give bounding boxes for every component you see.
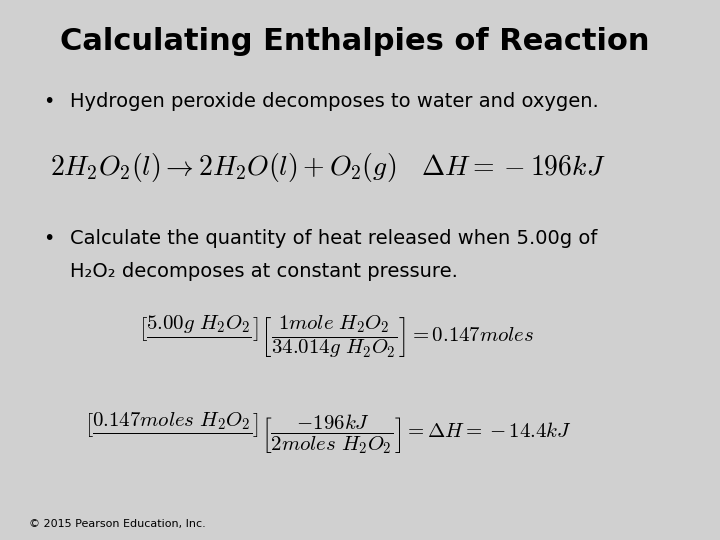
- Text: •: •: [43, 92, 54, 111]
- Text: © 2015 Pearson Education, Inc.: © 2015 Pearson Education, Inc.: [30, 519, 206, 529]
- Text: H₂O₂ decomposes at constant pressure.: H₂O₂ decomposes at constant pressure.: [70, 262, 458, 281]
- Text: •: •: [43, 230, 54, 248]
- Text: Calculating Enthalpies of Reaction: Calculating Enthalpies of Reaction: [60, 27, 650, 56]
- Text: $2H_2O_2(l) \rightarrow 2H_2O(l) + O_2(g) \quad \Delta H = -196kJ$: $2H_2O_2(l) \rightarrow 2H_2O(l) + O_2(g…: [50, 151, 606, 184]
- Text: $\left[\dfrac{5.00g\ H_2O_2}{\ }\right]\left[\dfrac{1mole\ H_2O_2}{34.014g\ H_2O: $\left[\dfrac{5.00g\ H_2O_2}{\ }\right]\…: [138, 313, 534, 360]
- Text: Calculate the quantity of heat released when 5.00g of: Calculate the quantity of heat released …: [70, 230, 598, 248]
- Text: Hydrogen peroxide decomposes to water and oxygen.: Hydrogen peroxide decomposes to water an…: [70, 92, 599, 111]
- Text: $\left[\dfrac{0.147 moles\ H_2O_2}{\ }\right]\left[\dfrac{-196kJ}{2moles\ H_2O_2: $\left[\dfrac{0.147 moles\ H_2O_2}{\ }\r…: [84, 410, 572, 456]
